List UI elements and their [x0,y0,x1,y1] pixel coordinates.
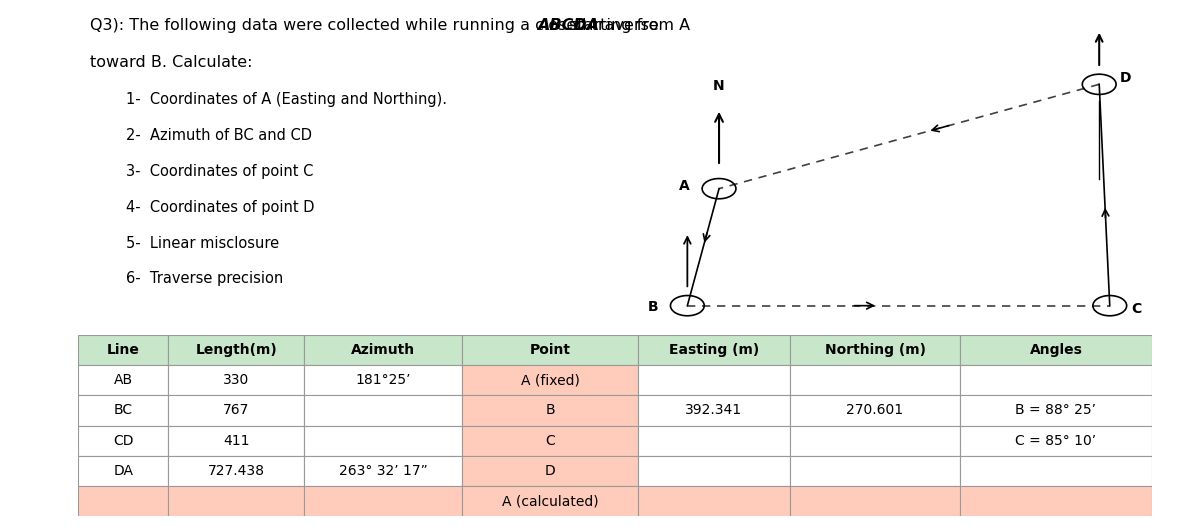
Text: Easting (m): Easting (m) [668,343,760,357]
Text: 270.601: 270.601 [846,403,904,417]
Text: 6-  Traverse precision: 6- Traverse precision [126,271,283,286]
Bar [791,456,960,486]
Text: toward B. Calculate:: toward B. Calculate: [90,55,252,70]
Text: 263° 32’ 17”: 263° 32’ 17” [338,464,427,478]
Text: DA: DA [113,464,133,478]
Bar [637,365,791,395]
Text: C = 85° 10’: C = 85° 10’ [1015,434,1097,448]
Text: 3-  Coordinates of point C: 3- Coordinates of point C [126,164,313,179]
Bar [168,426,304,456]
Bar [960,335,1152,365]
Bar [168,335,304,365]
Text: 727.438: 727.438 [208,464,265,478]
Text: 181°25’: 181°25’ [355,373,410,387]
Bar [168,486,304,516]
Text: N: N [713,79,725,93]
Bar [78,335,168,365]
Bar [462,395,637,426]
Text: 1-  Coordinates of A (Easting and Northing).: 1- Coordinates of A (Easting and Northin… [126,92,446,107]
Bar [637,456,791,486]
Text: Northing (m): Northing (m) [824,343,925,357]
Bar [637,335,791,365]
Bar [304,426,462,456]
Text: 411: 411 [223,434,250,448]
Text: A (calculated): A (calculated) [502,494,599,509]
Text: A: A [679,179,690,192]
Bar [791,335,960,365]
Bar [78,456,168,486]
Bar [791,395,960,426]
Text: D: D [545,464,556,478]
Text: 5-  Linear misclosure: 5- Linear misclosure [126,236,280,250]
Bar [462,426,637,456]
Text: 4-  Coordinates of point D: 4- Coordinates of point D [126,200,314,214]
Bar [168,456,304,486]
Bar [304,486,462,516]
Bar [637,486,791,516]
Bar [791,365,960,395]
Text: 330: 330 [223,373,250,387]
Bar [304,456,462,486]
Bar [960,456,1152,486]
Bar [960,426,1152,456]
Text: B = 88° 25’: B = 88° 25’ [1015,403,1097,417]
Text: 767: 767 [223,403,250,417]
Bar [304,395,462,426]
Text: Q3): The following data were collected while running a closed traverse: Q3): The following data were collected w… [90,18,664,33]
Bar [304,365,462,395]
Text: 2-  Azimuth of BC and CD: 2- Azimuth of BC and CD [126,128,312,143]
Text: starting from A: starting from A [564,18,690,33]
Text: B: B [648,300,659,314]
Bar [168,395,304,426]
Text: AB: AB [114,373,133,387]
Text: C: C [1132,302,1141,316]
Bar [78,486,168,516]
Text: B: B [545,403,554,417]
Bar [78,395,168,426]
Text: Line: Line [107,343,139,357]
Bar [637,395,791,426]
Text: Azimuth: Azimuth [352,343,415,357]
Text: D: D [1120,71,1132,85]
Bar [462,456,637,486]
Text: Angles: Angles [1030,343,1082,357]
Text: A (fixed): A (fixed) [521,373,580,387]
Text: CD: CD [113,434,133,448]
Bar [637,426,791,456]
Bar [304,335,462,365]
Bar [791,486,960,516]
Bar [462,365,637,395]
Bar [791,426,960,456]
Bar [960,365,1152,395]
Bar [78,426,168,456]
Text: BC: BC [114,403,133,417]
Bar [960,395,1152,426]
Text: 392.341: 392.341 [685,403,743,417]
Bar [960,486,1152,516]
Bar [462,486,637,516]
Text: Point: Point [529,343,570,357]
Text: Length(m): Length(m) [196,343,277,357]
Bar [168,365,304,395]
Bar [78,365,168,395]
Text: ABCDA: ABCDA [538,18,599,33]
Bar [462,335,637,365]
Text: C: C [545,434,554,448]
